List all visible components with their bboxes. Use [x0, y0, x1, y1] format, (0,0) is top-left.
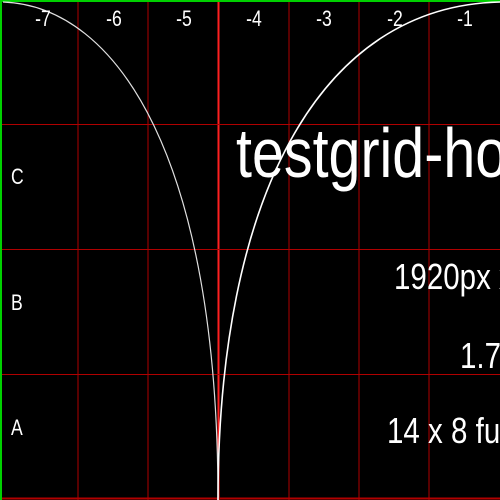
column-label: -3 — [316, 6, 332, 31]
row-label: A — [11, 415, 23, 440]
aspect-ratio-text: 1.7 — [460, 335, 500, 376]
arc-left — [2, 1, 219, 500]
row-label: B — [11, 290, 23, 315]
resolution-text: 1920px x — [394, 256, 500, 297]
column-label: -1 — [457, 6, 473, 31]
tile-count-text: 14 x 8 ful — [387, 410, 500, 451]
column-label: -5 — [176, 6, 192, 31]
arc-right — [217, 1, 500, 500]
grid-title: testgrid-ho — [236, 114, 500, 192]
column-label: -2 — [387, 6, 403, 31]
row-label: C — [11, 164, 24, 189]
column-label: -4 — [246, 6, 262, 31]
column-label: -6 — [106, 6, 122, 31]
column-label: -7 — [35, 6, 51, 31]
